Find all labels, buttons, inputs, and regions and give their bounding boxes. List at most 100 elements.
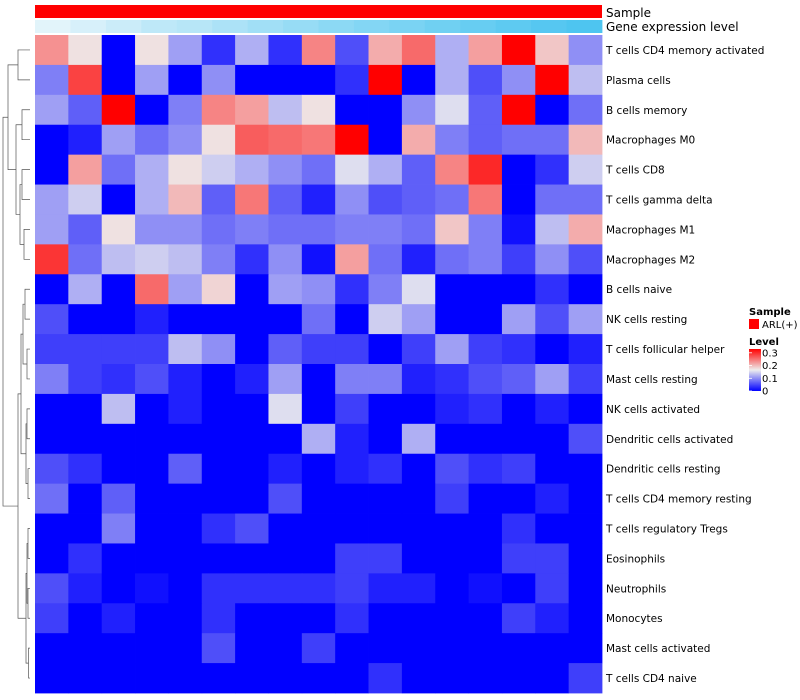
heatmap-cell — [501, 154, 536, 185]
dendrogram-branch — [27, 528, 30, 559]
heatmap-cell — [335, 513, 369, 544]
heatmap-cell — [301, 393, 336, 425]
heatmap-cell — [235, 513, 269, 544]
heatmap-cell — [368, 94, 403, 126]
heatmap-cell — [168, 633, 203, 664]
row-label: Mast cells resting — [606, 374, 698, 386]
legend-sample-entry: ARL(+) — [762, 320, 798, 331]
heatmap-cell — [135, 124, 169, 156]
heatmap-cell — [335, 364, 369, 395]
heatmap-cell — [201, 214, 236, 245]
legend-tick-label: 0.3 — [762, 348, 778, 359]
heatmap-cell — [168, 304, 203, 335]
heatmap-cell — [168, 423, 203, 455]
heatmap-cell — [35, 393, 69, 425]
row-label: Macrophages M0 — [606, 135, 695, 147]
dendrogram-branch — [2, 116, 18, 507]
heatmap-cell — [201, 364, 236, 395]
heatmap-cell — [68, 364, 103, 395]
heatmap-cell — [568, 274, 603, 305]
heatmap-cell — [401, 94, 436, 126]
heatmap-cell — [535, 154, 570, 185]
heatmap-cell — [268, 663, 303, 694]
heatmap-cell — [401, 483, 436, 514]
heatmap-cell — [501, 453, 536, 485]
heatmap-cell — [568, 453, 603, 485]
heatmap-cell — [268, 513, 303, 544]
heatmap-cell — [35, 663, 69, 694]
heatmap-cell — [368, 423, 403, 455]
heatmap-cell — [135, 393, 169, 425]
heatmap-cell — [268, 244, 303, 275]
heatmap-cell — [235, 573, 269, 604]
heatmap-cell — [35, 423, 69, 455]
heatmap-cell — [201, 94, 236, 126]
heatmap-cell — [468, 124, 503, 156]
dendrogram-branch — [7, 64, 18, 170]
heatmap-cell — [101, 304, 136, 335]
heatmap-cell — [68, 393, 103, 425]
heatmap-cell — [468, 334, 503, 365]
heatmap-cell — [435, 423, 469, 455]
heatmap-cell — [468, 154, 503, 185]
heatmap-cell — [35, 483, 69, 514]
heatmap-cell — [535, 573, 570, 604]
heatmap-cell — [68, 603, 103, 634]
heatmap-cell — [68, 453, 103, 485]
legend-tick-label: 0 — [762, 387, 768, 398]
annotation-cell-expression — [531, 20, 567, 33]
heatmap-cell — [368, 214, 403, 245]
heatmap-cell — [101, 663, 136, 694]
heatmap-cell — [201, 543, 236, 574]
legend-sample-swatch — [749, 319, 759, 329]
annotation-label-sample: Sample — [606, 6, 651, 20]
heatmap-cell — [435, 35, 469, 66]
heatmap-cell — [235, 244, 269, 275]
heatmap-cell — [568, 94, 603, 126]
heatmap-cell — [501, 64, 536, 96]
heatmap-cell — [201, 274, 236, 305]
heatmap-cell — [201, 35, 236, 66]
heatmap-cell — [235, 483, 269, 514]
legend-sample-title: Sample — [749, 307, 791, 318]
heatmap-cell — [101, 543, 136, 574]
heatmap-cell — [468, 483, 503, 514]
heatmap-cell — [501, 364, 536, 395]
heatmap-cell — [68, 513, 103, 544]
heatmap-cell — [68, 663, 103, 694]
heatmap-cell — [435, 453, 469, 485]
row-label: NK cells resting — [606, 314, 687, 326]
heatmap-cell — [235, 154, 269, 185]
heatmap-cell — [501, 214, 536, 245]
heatmap-cell — [201, 154, 236, 185]
heatmap-cell — [301, 603, 336, 634]
heatmap-cell — [568, 603, 603, 634]
heatmap-cell — [35, 573, 69, 604]
heatmap-cell — [268, 543, 303, 574]
heatmap-cell — [235, 423, 269, 455]
heatmap-cell — [235, 453, 269, 485]
row-label: T cells regulatory Tregs — [605, 524, 728, 536]
heatmap-cell — [135, 94, 169, 126]
heatmap-cell — [401, 334, 436, 365]
heatmap-cell — [35, 453, 69, 485]
heatmap-cell — [335, 64, 369, 96]
heatmap-cell — [168, 603, 203, 634]
row-labels: T cells CD4 memory activated Plasma cells… — [605, 45, 764, 685]
heatmap-cell — [501, 423, 536, 455]
heatmap-cell — [101, 124, 136, 156]
heatmap-cell — [301, 154, 336, 185]
heatmap-cell — [68, 274, 103, 305]
row-label: Macrophages M2 — [606, 254, 695, 266]
heatmap-cell — [468, 663, 503, 694]
heatmap-cell — [401, 633, 436, 664]
heatmap-cell — [368, 603, 403, 634]
heatmap-cell — [468, 543, 503, 574]
legend-tick-label: 0.2 — [762, 361, 778, 372]
heatmap-cell — [135, 154, 169, 185]
heatmap-cell — [135, 663, 169, 694]
heatmap-cell — [235, 334, 269, 365]
dendrogram-branch — [17, 49, 30, 81]
heatmap-cell — [235, 64, 269, 96]
heatmap-cell — [401, 154, 436, 185]
